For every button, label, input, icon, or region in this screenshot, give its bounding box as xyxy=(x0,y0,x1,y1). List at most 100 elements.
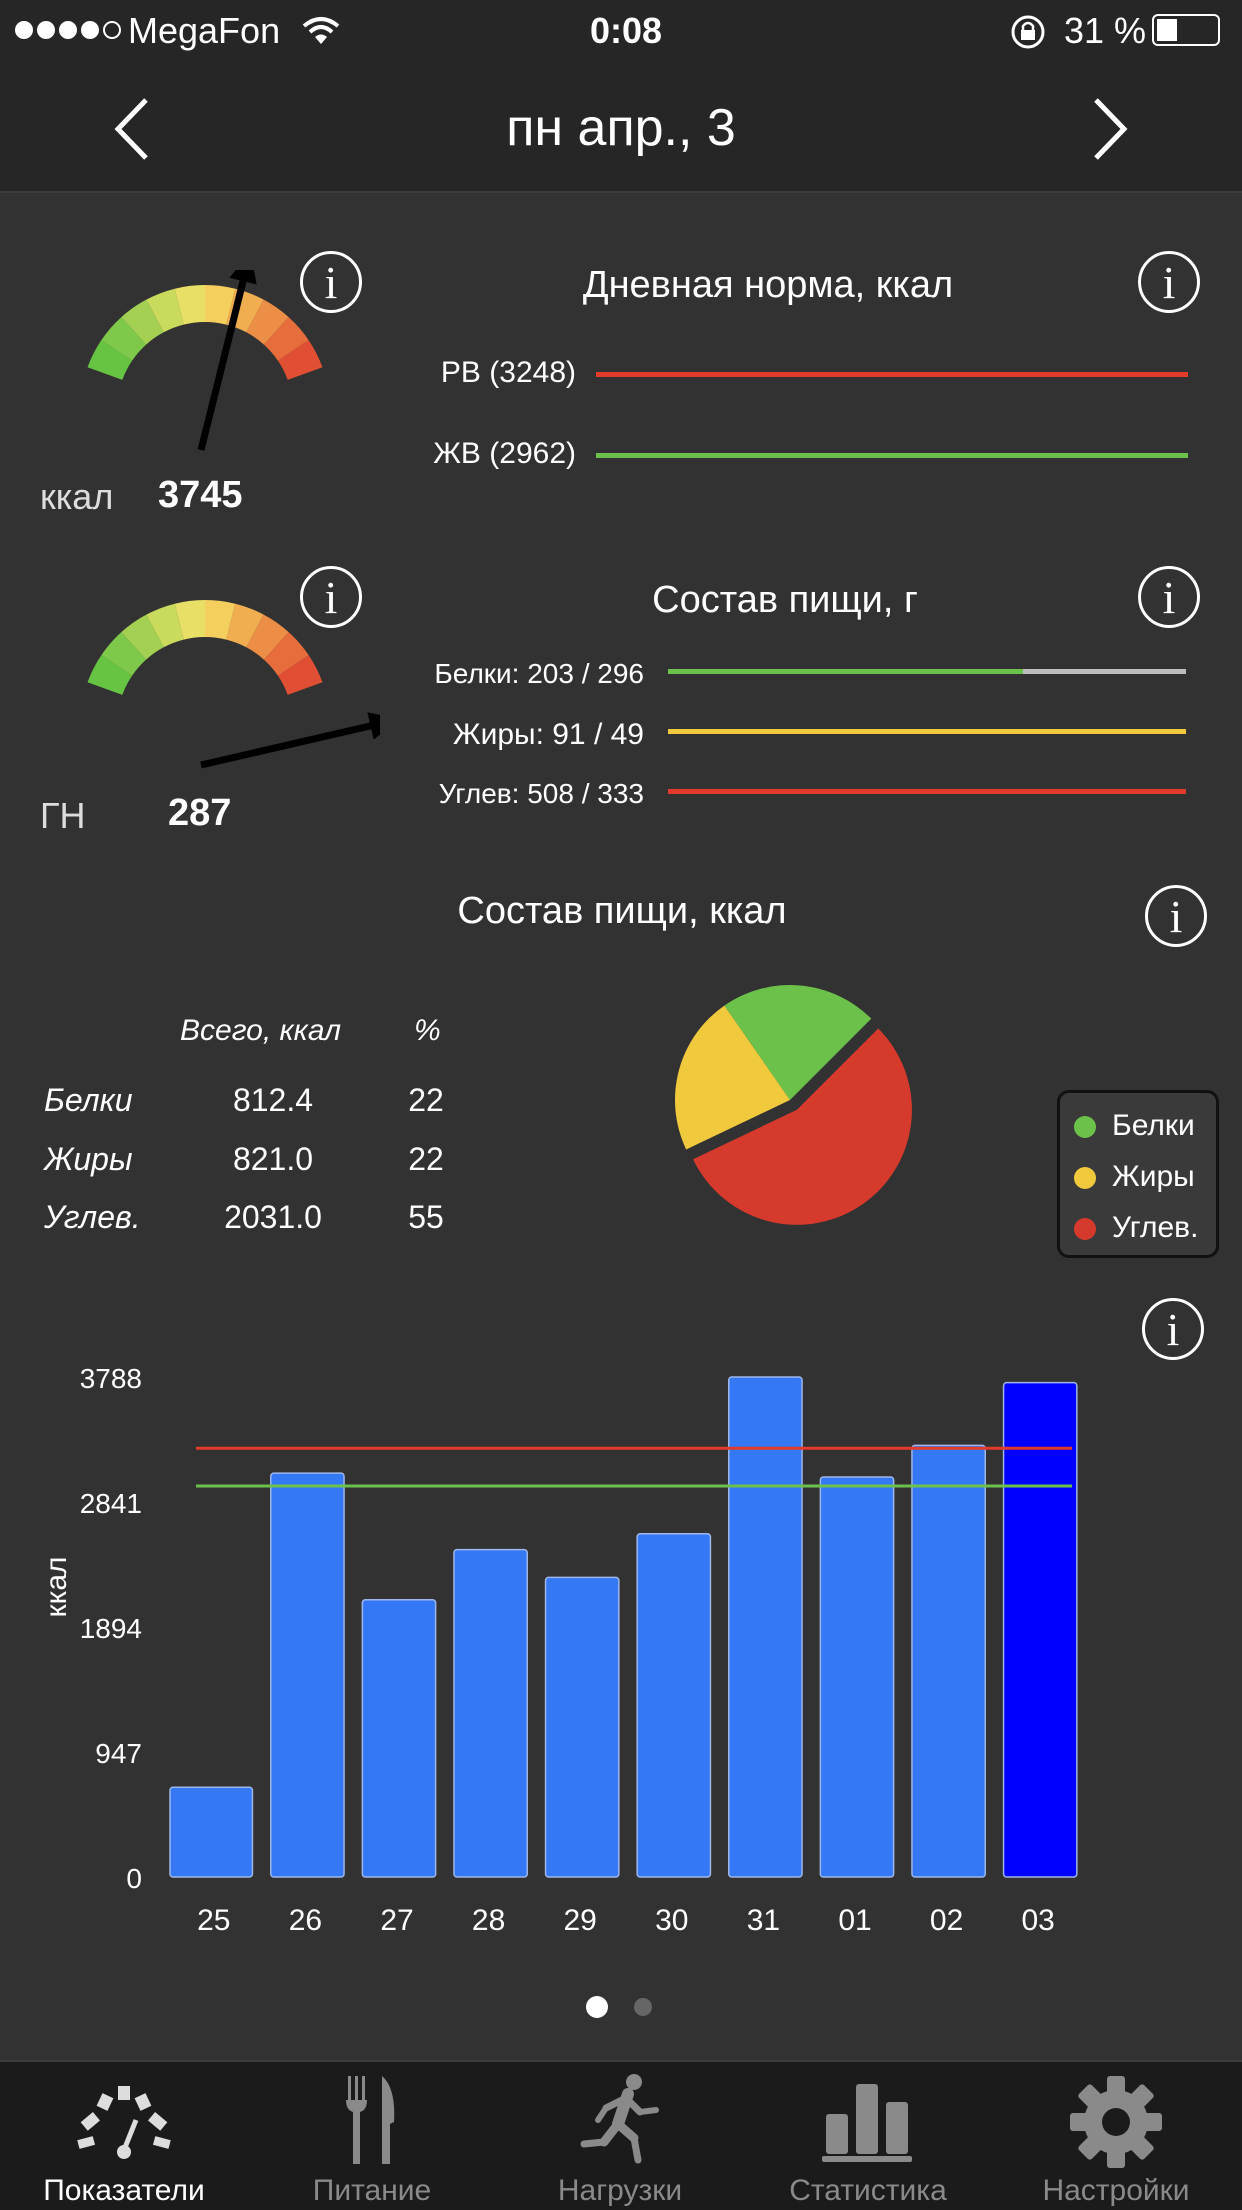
gauge-segment xyxy=(146,288,184,333)
bar[interactable] xyxy=(361,1599,437,1878)
kcal-table-header-pct: % xyxy=(414,1014,441,1047)
bar[interactable] xyxy=(169,1786,254,1878)
food-grams-carb-label: Углев: 508 / 333 xyxy=(438,778,644,809)
gauge-segment xyxy=(277,340,323,380)
food-grams-fat-track xyxy=(668,729,1186,734)
gauge-segment xyxy=(121,299,164,345)
macro-pie-chart xyxy=(675,985,912,1225)
speedometer-icon xyxy=(77,2086,171,2159)
bar[interactable] xyxy=(544,1576,620,1878)
gauge-segment xyxy=(277,655,323,695)
page-dot-active[interactable] xyxy=(586,1996,608,2018)
pie-slice xyxy=(693,1028,912,1225)
kcal-row-name: Жиры xyxy=(44,1141,133,1177)
gauge-segment xyxy=(263,632,309,676)
gauge-segment xyxy=(87,340,133,380)
y-axis-label: ккал xyxy=(40,1556,73,1617)
gauge-segment xyxy=(246,614,289,660)
bar-chart-info-button[interactable]: i xyxy=(1142,1298,1204,1360)
x-tick-label: 27 xyxy=(380,1904,413,1937)
gauge-segment xyxy=(263,317,309,361)
tab-indicators[interactable]: Показатели xyxy=(0,2062,248,2210)
signal-icon xyxy=(15,21,121,39)
prev-day-button[interactable] xyxy=(100,94,160,164)
gear-icon xyxy=(1070,2076,1162,2168)
x-tick-label: 02 xyxy=(930,1904,963,1937)
gauge-segment xyxy=(146,603,184,648)
page-dot[interactable] xyxy=(634,1998,652,2016)
daily-norm-label-zhv: ЖВ (2962) xyxy=(433,437,576,470)
x-tick-label: 03 xyxy=(1022,1904,1055,1937)
daily-kcal-bar-chart: 0 947 1894 2841 3788 ккал 25 26 27 28 29 30 31 01 02 03 xyxy=(40,1363,1078,1937)
food-grams-title: Состав пищи, г xyxy=(652,579,918,621)
tab-label: Питание xyxy=(312,2174,432,2207)
tab-label: Настройки xyxy=(1042,2174,1190,2207)
x-tick-label: 28 xyxy=(472,1904,505,1937)
gauge-segment xyxy=(174,285,205,325)
food-grams-carb-track xyxy=(668,789,1186,794)
legend-item: Углев. xyxy=(1060,1207,1220,1251)
y-tick-label: 947 xyxy=(95,1738,142,1769)
y-tick-label: 1894 xyxy=(80,1613,142,1644)
tab-statistics[interactable]: Статистика xyxy=(744,2062,992,2210)
daily-norm-line-zhv xyxy=(596,453,1188,458)
daily-norm-title: Дневная норма, ккал xyxy=(582,264,954,306)
bar[interactable] xyxy=(819,1476,895,1878)
x-tick-label: 31 xyxy=(747,1904,780,1937)
bar[interactable] xyxy=(270,1472,345,1878)
calorie-gauge xyxy=(87,270,323,451)
tab-label: Показатели xyxy=(43,2174,205,2207)
kcal-row-total: 2031.0 xyxy=(224,1199,322,1235)
bar[interactable] xyxy=(636,1533,712,1878)
bar[interactable] xyxy=(453,1548,528,1878)
bar[interactable] xyxy=(911,1444,986,1878)
wifi-icon xyxy=(302,17,340,44)
food-grams-protein-label: Белки: 203 / 296 xyxy=(434,658,644,689)
food-kcal-info-button[interactable]: i xyxy=(1145,885,1207,947)
gauge-segment xyxy=(101,632,147,676)
clock: 0:08 xyxy=(589,10,663,51)
legend-item: Белки xyxy=(1060,1105,1220,1149)
page-indicator[interactable] xyxy=(586,1996,656,2018)
battery-percent: 31 % xyxy=(1064,10,1147,51)
daily-norm-info-button[interactable]: i xyxy=(1138,251,1200,313)
date-title: пн апр., 3 xyxy=(506,99,736,157)
calorie-gauge-info-button[interactable]: i xyxy=(300,251,362,313)
y-tick-label: 3788 xyxy=(80,1363,142,1394)
x-tick-label: 01 xyxy=(838,1904,871,1937)
tab-settings[interactable]: Настройки xyxy=(992,2062,1240,2210)
kcal-row-total: 812.4 xyxy=(232,1082,314,1118)
progress-fill xyxy=(668,729,1186,734)
calorie-gauge-value: 3745 xyxy=(158,474,243,516)
fork-knife-icon xyxy=(346,2076,395,2164)
progress-fill xyxy=(668,669,1024,674)
progress-fill xyxy=(668,789,1186,794)
kcal-row-name: Белки xyxy=(44,1082,133,1118)
pie-slice xyxy=(724,985,872,1100)
kcal-row-pct: 22 xyxy=(408,1141,444,1177)
bar[interactable] xyxy=(728,1376,803,1878)
gauge-segment xyxy=(174,600,205,640)
daily-norm-line-rv xyxy=(596,372,1188,377)
x-tick-label: 25 xyxy=(197,1904,230,1937)
kcal-row-pct: 22 xyxy=(408,1082,444,1118)
tab-activity[interactable]: Нагрузки xyxy=(496,2062,744,2210)
calorie-gauge-unit: ккал xyxy=(40,476,114,517)
kcal-row-pct: 55 xyxy=(408,1199,444,1235)
bar-chart-icon xyxy=(822,2084,912,2162)
gauge-needle xyxy=(200,720,380,769)
gauge-segment xyxy=(87,655,133,695)
gn-gauge-unit: ГН xyxy=(40,795,86,836)
runner-icon xyxy=(580,2074,659,2164)
macro-legend: Белки Жиры Углев. xyxy=(1057,1090,1219,1258)
bar[interactable] xyxy=(1002,1381,1078,1878)
gn-gauge-value: 287 xyxy=(168,792,232,834)
next-day-button[interactable] xyxy=(1082,94,1142,164)
tab-nutrition[interactable]: Питание xyxy=(248,2062,496,2210)
kcal-row-total: 821.0 xyxy=(232,1141,314,1177)
tab-label: Нагрузки xyxy=(557,2174,683,2207)
y-tick-label: 2841 xyxy=(80,1488,142,1519)
gn-gauge-info-button[interactable]: i xyxy=(300,566,362,628)
food-grams-info-button[interactable]: i xyxy=(1138,566,1200,628)
gauge-needle-head xyxy=(367,712,380,740)
